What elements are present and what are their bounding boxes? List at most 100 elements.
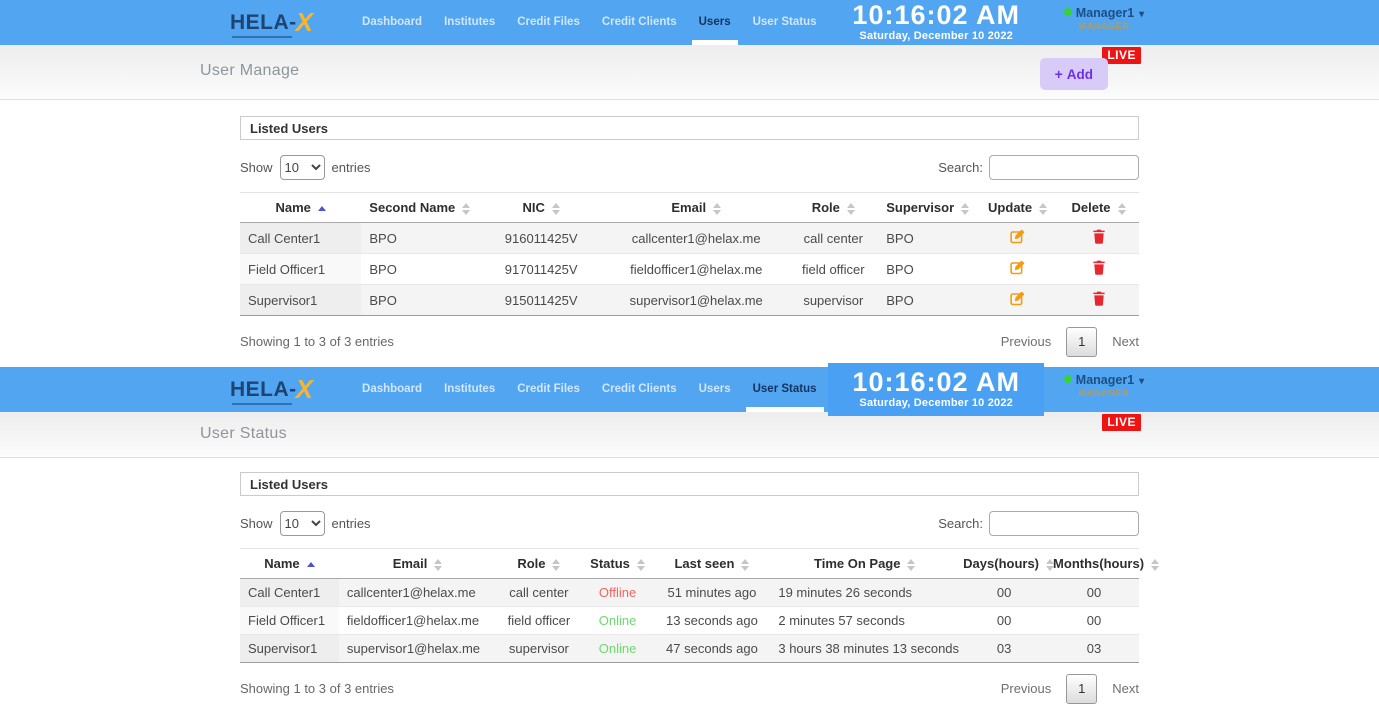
edit-icon bbox=[1010, 260, 1025, 275]
sort-arrows-icon bbox=[907, 558, 916, 571]
entries-label: entries bbox=[331, 515, 371, 531]
nav-item-institutes[interactable]: Institutes bbox=[444, 383, 496, 395]
nav-item-user-status[interactable]: User Status bbox=[742, 367, 828, 413]
cell-name: Call Center1 bbox=[240, 579, 339, 607]
main-nav: Dashboard Institutes Credit Files Credit Cl… bbox=[351, 0, 828, 46]
add-user-button[interactable]: + Add bbox=[1039, 58, 1108, 90]
delete-user-button[interactable] bbox=[1092, 260, 1106, 275]
column-label: Email bbox=[392, 556, 428, 571]
search-label: Search: bbox=[938, 159, 983, 175]
sort-arrows-icon bbox=[434, 558, 443, 571]
column-header-months-hours[interactable]: Months(hours) bbox=[1049, 548, 1160, 579]
edit-user-button[interactable] bbox=[1010, 260, 1025, 275]
cell-last-seen: 47 seconds ago bbox=[653, 634, 771, 663]
edit-user-button[interactable] bbox=[1010, 229, 1025, 244]
nav-item-institutes[interactable]: Institutes bbox=[444, 16, 496, 28]
column-header-status[interactable]: Status bbox=[581, 548, 654, 579]
nav-item-credit-clients[interactable]: Credit Clients bbox=[601, 383, 677, 395]
cell-email: callcenter1@helax.me bbox=[346, 585, 476, 600]
cell-email: callcenter1@helax.me bbox=[631, 230, 761, 246]
cell-name: Supervisor1 bbox=[240, 634, 339, 663]
listed-users-card: Listed Users Show 10 entries Search: Nam… bbox=[240, 472, 1160, 704]
next-page-button[interactable]: Next bbox=[1112, 681, 1139, 696]
column-header-days-hours[interactable]: Days(hours) bbox=[959, 548, 1055, 579]
column-header-name[interactable]: Name bbox=[240, 192, 362, 223]
column-header-email[interactable]: Email bbox=[604, 192, 789, 223]
sort-asc-icon bbox=[317, 206, 326, 212]
page-size-select[interactable]: 10 bbox=[279, 510, 325, 536]
nav-item-credit-clients[interactable]: Credit Clients bbox=[601, 16, 677, 28]
next-page-button[interactable]: Next bbox=[1112, 334, 1139, 349]
cell-name: Call Center1 bbox=[240, 223, 361, 254]
previous-page-button[interactable]: Previous bbox=[1000, 681, 1052, 696]
nav-item-users[interactable]: Users bbox=[698, 383, 731, 395]
logo-text: HELA- bbox=[230, 377, 297, 401]
column-header-update[interactable]: Update bbox=[977, 192, 1059, 223]
cell-months-hours: 00 bbox=[1049, 606, 1139, 635]
column-header-role[interactable]: Role bbox=[788, 192, 879, 223]
sort-arrows-icon bbox=[551, 202, 560, 215]
nav-item-users[interactable]: Users bbox=[688, 0, 742, 46]
clock: 10:16:02 AM Saturday, December 10 2022 bbox=[828, 0, 1044, 45]
nav-item-user-status[interactable]: User Status bbox=[752, 16, 817, 28]
page-title-band: LIVE User Manage + Add bbox=[0, 45, 1379, 100]
cell-second-name: BPO bbox=[369, 230, 397, 246]
cell-nic: 917011425V bbox=[478, 253, 605, 285]
cell-last-seen: 51 minutes ago bbox=[667, 585, 757, 600]
action-cell bbox=[1058, 253, 1139, 285]
delete-user-button[interactable] bbox=[1092, 291, 1106, 306]
column-header-time-on-page[interactable]: Time On Page bbox=[770, 548, 960, 579]
nav-item-dashboard[interactable]: Dashboard bbox=[362, 16, 423, 28]
nav-item-credit-files[interactable]: Credit Files bbox=[517, 16, 580, 28]
column-header-second-name[interactable]: Second Name bbox=[361, 192, 479, 223]
user-menu[interactable]: Manager1 ▾ MANAGER bbox=[1044, 367, 1164, 412]
chevron-down-icon: ▾ bbox=[1139, 376, 1145, 387]
cell-days-hours: 03 bbox=[959, 634, 1050, 663]
column-header-name[interactable]: Name bbox=[240, 548, 339, 579]
column-header-delete[interactable]: Delete bbox=[1058, 192, 1139, 223]
live-badge: LIVE bbox=[1102, 47, 1141, 64]
user-menu[interactable]: Manager1 ▾ MANAGER bbox=[1044, 0, 1164, 45]
column-label: Status bbox=[590, 556, 630, 571]
previous-page-button[interactable]: Previous bbox=[1000, 334, 1052, 349]
edit-user-button[interactable] bbox=[1010, 291, 1025, 306]
cell-second-name: BPO bbox=[361, 253, 479, 285]
column-label: Days(hours) bbox=[963, 556, 1040, 571]
column-label: Name bbox=[275, 200, 311, 215]
table-row: Call Center1 BPO 916011425V callcenter1@hel… bbox=[240, 222, 1139, 254]
column-header-email[interactable]: Email bbox=[338, 548, 497, 579]
sort-arrows-icon bbox=[846, 202, 855, 215]
table-header-row: Name Second Name NIC Email Role Supervisor Upd… bbox=[240, 192, 1139, 223]
table-controls: Show 10 entries Search: bbox=[240, 510, 1139, 536]
listed-users-card: Listed Users Show 10 entries Search: Nam… bbox=[240, 116, 1139, 357]
table-header-row: Name Email Role Status Last seen Time On Page… bbox=[240, 548, 1160, 579]
nav-item-dashboard[interactable]: Dashboard bbox=[362, 383, 423, 395]
column-header-role[interactable]: Role bbox=[496, 548, 582, 579]
entries-summary: Showing 1 to 3 of 3 entries bbox=[240, 334, 394, 349]
cell-name: Field Officer1 bbox=[240, 606, 339, 635]
search-input[interactable] bbox=[989, 154, 1139, 180]
column-header-nic[interactable]: NIC bbox=[478, 192, 605, 223]
search-input[interactable] bbox=[989, 510, 1139, 536]
sort-arrows-icon bbox=[462, 202, 471, 215]
page-number-button[interactable]: 1 bbox=[1066, 673, 1098, 704]
column-header-last-seen[interactable]: Last seen bbox=[653, 548, 771, 579]
cell-days-hours: 00 bbox=[996, 585, 1012, 600]
entries-summary: Showing 1 to 3 of 3 entries bbox=[240, 681, 394, 696]
app-header: HELA- X Dashboard Institutes Credit Files Cr… bbox=[0, 0, 1379, 46]
cell-second-name: BPO bbox=[361, 284, 479, 316]
page-size-select[interactable]: 10 bbox=[279, 154, 325, 180]
column-label: Delete bbox=[1071, 200, 1111, 215]
delete-user-button[interactable] bbox=[1092, 229, 1106, 244]
presence-dot-icon bbox=[1063, 375, 1072, 383]
main-nav: Dashboard Institutes Credit Files Credit Cl… bbox=[351, 367, 828, 413]
clock-time: 10:16:02 AM bbox=[852, 367, 1020, 397]
cell-time-on-page: 19 minutes 26 seconds bbox=[778, 585, 913, 600]
hela-x-logo[interactable]: HELA- X bbox=[230, 0, 319, 45]
column-header-supervisor[interactable]: Supervisor bbox=[878, 192, 978, 223]
nav-item-credit-files[interactable]: Credit Files bbox=[517, 383, 580, 395]
hela-x-logo[interactable]: HELA- X bbox=[230, 367, 319, 412]
edit-icon bbox=[1010, 291, 1025, 306]
cell-email: supervisor1@helax.me bbox=[604, 284, 789, 316]
page-number-button[interactable]: 1 bbox=[1066, 326, 1098, 357]
